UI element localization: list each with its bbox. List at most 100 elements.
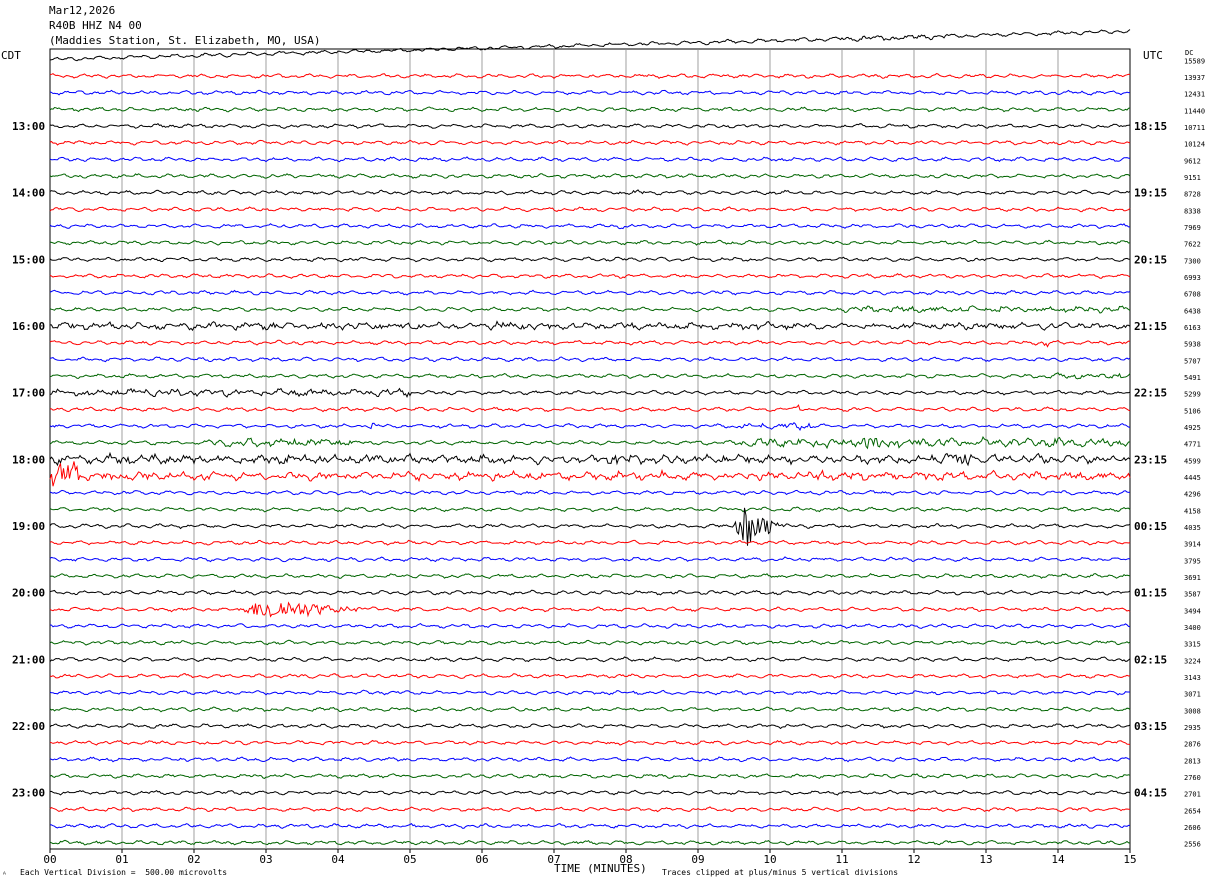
dc-offset-label: 2935 <box>1184 724 1201 732</box>
utc-hour-label: 23:15 <box>1134 453 1167 466</box>
utc-hour-label: 18:15 <box>1134 120 1167 133</box>
minute-gridlines <box>121 49 1059 849</box>
plot-frame <box>49 48 1131 850</box>
trace-row-3 <box>49 106 1131 113</box>
x-tick-label: 01 <box>115 853 128 866</box>
dc-offset-label: 4599 <box>1184 457 1201 465</box>
dc-offset-label: 6993 <box>1184 274 1201 282</box>
dc-offset-label: 3071 <box>1184 691 1201 699</box>
x-tick-label: 13 <box>979 853 992 866</box>
utc-hour-label: 01:15 <box>1134 587 1167 600</box>
cdt-hour-label: 23:00 <box>12 787 45 800</box>
trace-row-21 <box>49 404 1131 413</box>
dc-offset-label: 4035 <box>1184 524 1201 532</box>
dc-offset-label: 3587 <box>1184 591 1201 599</box>
trace-row-38 <box>49 689 1131 696</box>
dc-offset-label: 3315 <box>1184 641 1201 649</box>
dc-offset-label: 4158 <box>1184 507 1201 515</box>
dc-offset-label: 3224 <box>1184 657 1201 665</box>
dc-offset-label: 6438 <box>1184 307 1201 315</box>
dc-offset-label: 2813 <box>1184 757 1201 765</box>
dc-offset-label: 13937 <box>1184 74 1205 82</box>
trace-row-40 <box>49 723 1131 730</box>
trace-row-14 <box>49 289 1131 296</box>
trace-row-16 <box>50 320 1131 332</box>
dc-offset-label: 4771 <box>1184 441 1201 449</box>
dc-offset-label: 7969 <box>1184 224 1201 232</box>
trace-row-9 <box>49 206 1131 213</box>
dc-offset-label: 3795 <box>1184 557 1201 565</box>
utc-hour-label: 21:15 <box>1134 320 1167 333</box>
trace-row-2 <box>49 89 1130 96</box>
dc-offset-label: 3008 <box>1184 707 1201 715</box>
dc-offset-label: 5491 <box>1184 374 1201 382</box>
trace-row-32 <box>49 589 1131 596</box>
trace-row-18 <box>49 356 1131 363</box>
dc-offset-label: 12431 <box>1184 91 1205 99</box>
trace-row-15 <box>49 305 1131 314</box>
dc-offset-label: 2760 <box>1184 774 1201 782</box>
trace-row-10 <box>49 223 1130 230</box>
dc-offset-label: 3914 <box>1184 541 1201 549</box>
dc-offset-label: 9612 <box>1184 157 1201 165</box>
trace-row-8 <box>49 189 1131 196</box>
trace-row-4 <box>49 123 1131 129</box>
utc-hour-labels: 18:15 19:15 20:15 21:15 22:15 23:15 00:15 01:15… <box>1134 120 1167 800</box>
dc-offset-label: 4445 <box>1184 474 1201 482</box>
utc-hour-label: 04:15 <box>1134 787 1167 800</box>
trace-row-44 <box>49 789 1131 796</box>
right-timezone-label: UTC <box>1143 49 1163 62</box>
trace-row-11 <box>49 239 1131 246</box>
cdt-hour-label: 20:00 <box>12 587 45 600</box>
dc-header-label: DC <box>1185 49 1194 57</box>
dc-offset-label: 5299 <box>1184 391 1201 399</box>
cdt-hour-label: 17:00 <box>12 387 45 400</box>
dc-offset-label: 9151 <box>1184 174 1201 182</box>
trace-row-46 <box>49 823 1130 829</box>
trace-row-20 <box>49 387 1131 399</box>
dc-offset-label: 8728 <box>1184 191 1201 199</box>
x-tick-label: 10 <box>763 853 776 866</box>
trace-row-36 <box>49 656 1131 663</box>
x-tick-label: 08 <box>619 853 632 866</box>
x-axis-ticks: 00 01 02 03 04 05 06 07 08 09 10 11 12 13 14 15 <box>43 849 1137 866</box>
trace-row-23 <box>49 436 1131 450</box>
trace-row-28 <box>49 507 1131 546</box>
x-tick-label: 09 <box>691 853 704 866</box>
x-tick-label: 05 <box>403 853 416 866</box>
header-date: Mar12,2026 <box>49 4 116 17</box>
dc-offset-label: 7622 <box>1184 241 1201 249</box>
trace-row-12 <box>49 256 1131 263</box>
utc-hour-label: 02:15 <box>1134 653 1167 666</box>
x-tick-label: 14 <box>1051 853 1065 866</box>
trace-row-29 <box>49 539 1131 546</box>
scale-note: Each Vertical Division = 500.00 microvol… <box>20 868 228 877</box>
trace-row-35 <box>49 639 1131 646</box>
header-station: (Maddies Station, St. Elizabeth, MO, USA… <box>49 34 321 47</box>
dc-offset-label: 6163 <box>1184 324 1201 332</box>
dc-offset-label: 6708 <box>1184 291 1201 299</box>
dc-offset-label: 3400 <box>1184 624 1201 632</box>
dc-offset-labels: 15589 13937 12431 11440 10711 10124 9612 9151 87… <box>1184 57 1205 848</box>
trace-row-42 <box>49 756 1131 763</box>
x-tick-label: 06 <box>475 853 488 866</box>
utc-hour-label: 22:15 <box>1134 387 1167 400</box>
dc-offset-label: 2876 <box>1184 741 1201 749</box>
x-tick-label: 07 <box>547 853 560 866</box>
cdt-hour-label: 15:00 <box>12 253 45 266</box>
trace-row-6 <box>49 156 1131 163</box>
trace-row-22 <box>49 421 1131 431</box>
utc-hour-label: 03:15 <box>1134 720 1167 733</box>
dc-offset-label: 15589 <box>1184 57 1205 65</box>
dc-offset-label: 5106 <box>1184 407 1201 415</box>
header-channel: R40B HHZ N4 00 <box>49 19 142 32</box>
x-tick-label: 04 <box>331 853 345 866</box>
trace-row-39 <box>49 706 1131 713</box>
cdt-hour-label: 14:00 <box>12 187 45 200</box>
cdt-hour-label: 13:00 <box>12 120 45 133</box>
dc-offset-label: 3691 <box>1184 574 1201 582</box>
trace-row-19 <box>49 372 1131 380</box>
trace-row-33 <box>49 601 1131 618</box>
utc-hour-label: 20:15 <box>1134 253 1167 266</box>
